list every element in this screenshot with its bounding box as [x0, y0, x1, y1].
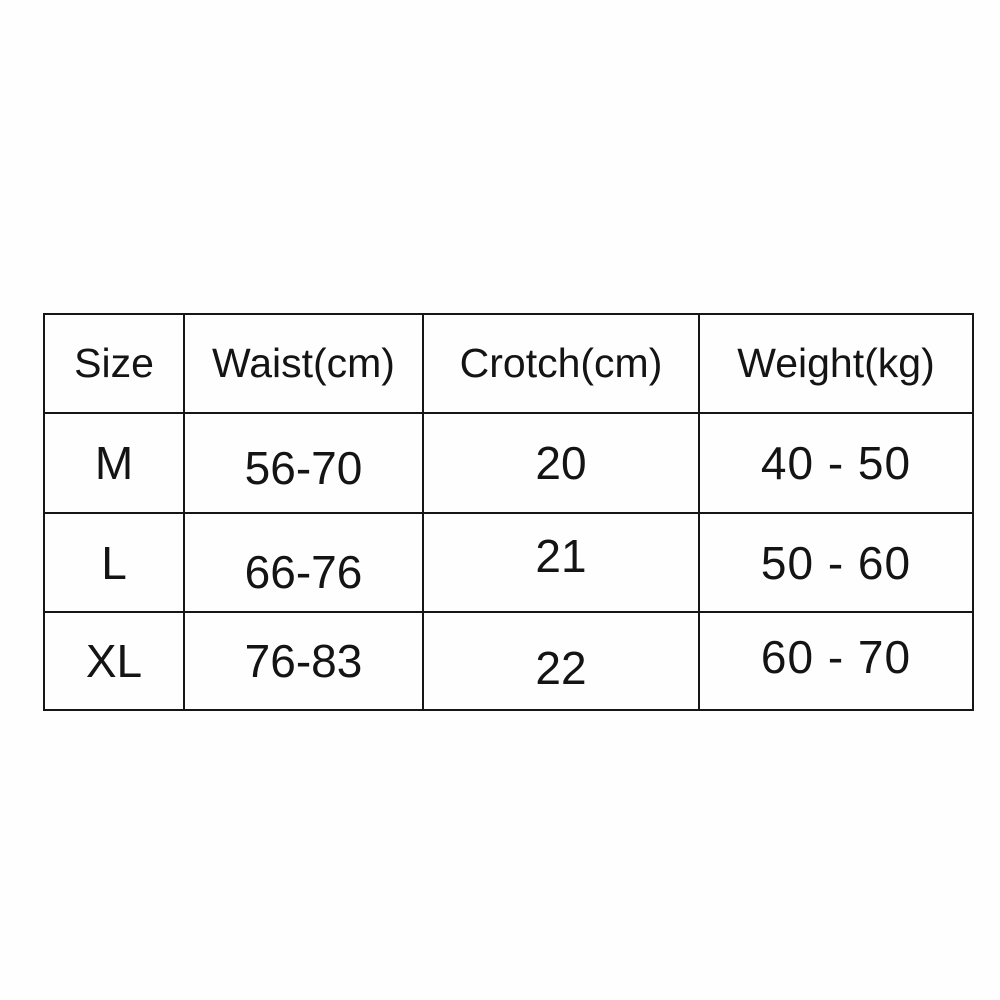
weight-value: 60 - 70 — [760, 631, 912, 683]
header-label-crotch: Crotch(cm) — [459, 340, 663, 386]
crotch-value: 21 — [535, 529, 587, 582]
cell-size-m: M — [43, 412, 185, 514]
header-cell-weight: Weight(kg) — [698, 313, 974, 414]
size-value: M — [94, 437, 134, 489]
cell-size-xl: XL — [43, 611, 185, 711]
waist-value: 66-76 — [244, 545, 363, 598]
header-label-waist: Waist(cm) — [212, 340, 395, 386]
weight-value: 50 - 60 — [760, 536, 912, 589]
crotch-value: 22 — [535, 642, 587, 694]
header-cell-size: Size — [43, 313, 185, 414]
size-value: L — [101, 536, 127, 589]
waist-value: 56-70 — [244, 442, 363, 494]
cell-weight-m: 40 - 50 — [698, 412, 974, 514]
cell-waist-xl: 76-83 — [183, 611, 424, 711]
crotch-value: 20 — [535, 437, 587, 489]
cell-crotch-l: 21 — [422, 512, 700, 613]
size-chart-table: Size Waist(cm) Crotch(cm) Weight(kg) M — [43, 313, 974, 711]
header-row: Size Waist(cm) Crotch(cm) Weight(kg) — [43, 313, 974, 414]
cell-weight-l: 50 - 60 — [698, 512, 974, 613]
header-label-size: Size — [74, 340, 154, 386]
cell-crotch-xl: 22 — [422, 611, 700, 711]
table-row-m: M 56-70 20 40 - 50 — [43, 412, 974, 514]
size-value: XL — [85, 635, 143, 687]
weight-value: 40 - 50 — [760, 437, 912, 489]
cell-weight-xl: 60 - 70 — [698, 611, 974, 711]
table-row-xl: XL 76-83 22 60 - 70 — [43, 611, 974, 711]
cell-size-l: L — [43, 512, 185, 613]
cell-waist-m: 56-70 — [183, 412, 424, 514]
cell-waist-l: 66-76 — [183, 512, 424, 613]
waist-value: 76-83 — [244, 635, 363, 687]
table-row-l: L 66-76 21 50 - 60 — [43, 512, 974, 613]
header-label-weight: Weight(kg) — [737, 340, 935, 386]
cell-crotch-m: 20 — [422, 412, 700, 514]
header-cell-crotch: Crotch(cm) — [422, 313, 700, 414]
header-cell-waist: Waist(cm) — [183, 313, 424, 414]
